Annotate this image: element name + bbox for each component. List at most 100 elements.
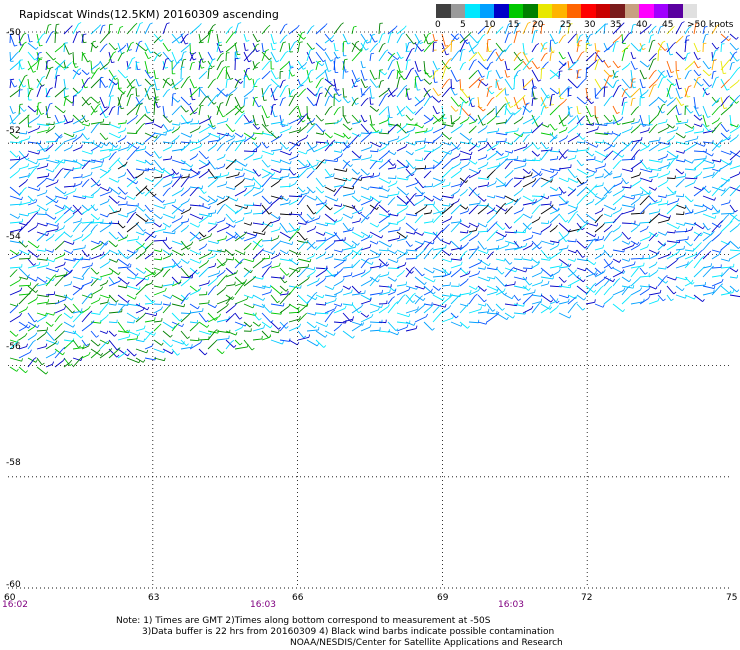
wind-barb (288, 129, 300, 134)
wind-barb (36, 204, 47, 212)
wind-barb (612, 249, 624, 253)
wind-barb-tick (605, 153, 608, 157)
wind-barb (450, 258, 462, 261)
wind-barb-tick (621, 22, 625, 26)
wind-barb (315, 60, 323, 67)
wind-barb (702, 174, 714, 179)
wind-barb (252, 186, 260, 190)
wind-barb-tick (646, 167, 650, 170)
wind-barb-tick (648, 190, 651, 194)
wind-barb (279, 123, 288, 127)
wind-barb-tick (87, 267, 91, 270)
wind-barb (369, 159, 383, 163)
wind-barb-tick (653, 25, 657, 29)
wind-barb (459, 34, 470, 44)
wind-barb-tick (737, 79, 740, 83)
wind-barb-tick (68, 62, 72, 65)
wind-barb-tick (181, 187, 184, 191)
wind-barb-tick (606, 48, 610, 51)
wind-barb-tick (83, 115, 86, 119)
wind-barb-tick (565, 135, 569, 139)
wind-barb-tick (406, 192, 409, 196)
wind-barb (252, 168, 259, 177)
wind-barb-tick (729, 162, 733, 166)
wind-barb-tick (501, 271, 505, 275)
wind-barb-tick (124, 172, 127, 176)
wind-barb-tick (35, 290, 38, 293)
wind-barb (540, 195, 548, 200)
wind-barb-tick (187, 247, 191, 250)
wind-barb-tick (675, 242, 678, 246)
wind-barb-tick (26, 153, 29, 157)
wind-barb-tick (551, 50, 555, 52)
wind-barb-tick (610, 230, 613, 233)
wind-barb-tick (311, 217, 315, 220)
wind-barb-tick (586, 171, 589, 175)
wind-barb-tick (132, 56, 136, 59)
wind-barb-tick (367, 41, 370, 44)
wind-barb (261, 222, 272, 228)
wind-barb (423, 141, 434, 144)
wind-barb (603, 97, 611, 107)
wind-barb-tick (320, 77, 324, 80)
wind-barb-tick (137, 68, 141, 71)
wind-barb (504, 60, 508, 70)
wind-barb-tick (447, 150, 451, 153)
wind-barb (108, 195, 118, 204)
wind-barb-tick (317, 60, 322, 63)
wind-barb-tick (483, 58, 487, 62)
wind-barb-tick (338, 99, 342, 103)
wind-barb-tick (475, 161, 478, 165)
wind-barb (216, 132, 229, 137)
wind-barb-tick (667, 125, 670, 129)
wind-barb-tick (582, 137, 586, 140)
wind-barb (387, 249, 396, 254)
wind-barb-tick (385, 261, 388, 265)
wind-barb (711, 71, 714, 80)
wind-barb (198, 105, 201, 116)
wind-barb-tick (591, 52, 595, 56)
wind-barb (396, 195, 407, 205)
wind-barb (522, 195, 534, 202)
wind-barb (585, 158, 595, 161)
wind-barb (720, 212, 734, 215)
wind-barb-tick (638, 118, 640, 123)
wind-barb-tick (45, 279, 48, 283)
wind-barb (684, 229, 692, 233)
wind-barb (639, 130, 649, 134)
wind-barb (603, 221, 616, 224)
wind-barb-tick (655, 286, 658, 290)
wind-barb (585, 222, 598, 227)
wind-barb (414, 206, 426, 215)
wind-barb (468, 172, 480, 179)
wind-barb (198, 126, 211, 134)
wind-barb-tick (691, 160, 694, 164)
wind-barb-tick (340, 153, 343, 157)
wind-barb-tick (244, 231, 247, 235)
wind-barb (144, 233, 153, 242)
wind-barb-tick (619, 149, 623, 153)
wind-barb-tick (591, 153, 595, 157)
wind-barb-tick (478, 287, 481, 291)
wind-barb (288, 287, 296, 296)
wind-barb (648, 144, 659, 152)
wind-barb (315, 25, 326, 35)
wind-barb (9, 228, 22, 233)
wind-barb-tick (114, 77, 118, 80)
wind-barb-tick (628, 237, 632, 240)
wind-barb-tick (405, 123, 408, 126)
wind-barb-tick (581, 163, 585, 167)
wind-barb (171, 282, 181, 287)
wind-barb-tick (582, 115, 585, 119)
wind-barb-tick (621, 154, 625, 158)
wind-barb-tick (713, 285, 716, 289)
wind-barb (423, 167, 434, 170)
wind-barb (468, 42, 475, 54)
wind-barb (621, 102, 625, 116)
wind-barb-tick (490, 61, 494, 64)
wind-barb (702, 267, 712, 278)
wind-barb (594, 165, 605, 170)
wind-barb-tick (111, 270, 114, 274)
wind-barb-tick (118, 191, 121, 195)
